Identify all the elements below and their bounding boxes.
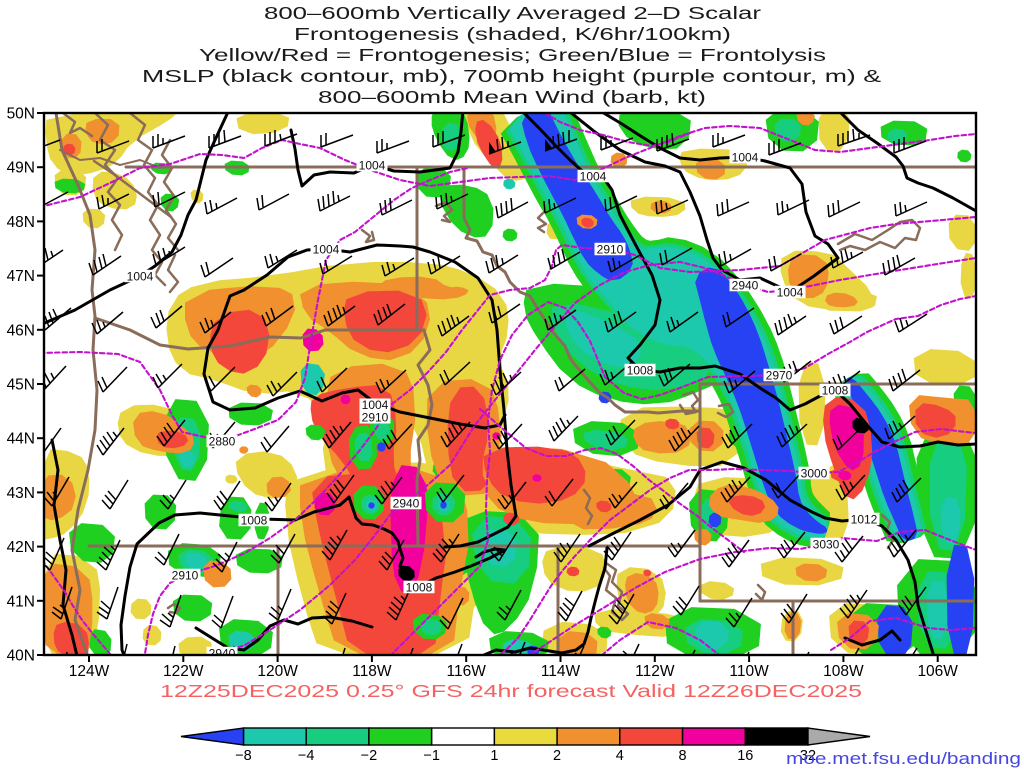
svg-text:−2: −2 bbox=[361, 748, 378, 764]
svg-text:44N: 44N bbox=[7, 431, 35, 448]
svg-text:124W: 124W bbox=[69, 663, 110, 680]
svg-text:4: 4 bbox=[616, 748, 624, 764]
svg-text:49N: 49N bbox=[7, 160, 35, 177]
svg-text:2: 2 bbox=[553, 748, 561, 764]
svg-text:2910: 2910 bbox=[597, 243, 624, 257]
svg-text:2940: 2940 bbox=[393, 497, 420, 511]
svg-text:3000: 3000 bbox=[801, 467, 828, 481]
svg-text:50N: 50N bbox=[7, 106, 35, 123]
svg-text:2970: 2970 bbox=[766, 369, 793, 383]
svg-text:1004: 1004 bbox=[313, 243, 340, 257]
svg-text:32: 32 bbox=[800, 748, 816, 764]
svg-text:12Z25DEC2025 0.25° GFS 24hr fo: 12Z25DEC2025 0.25° GFS 24hr forecast Val… bbox=[160, 681, 862, 701]
svg-text:47N: 47N bbox=[7, 268, 35, 285]
svg-text:40N: 40N bbox=[7, 648, 35, 665]
svg-text:moe.met.fsu.edu/banding: moe.met.fsu.edu/banding bbox=[786, 749, 1021, 768]
svg-text:1008: 1008 bbox=[822, 384, 849, 398]
svg-text:800–600mb Vertically Averaged: 800–600mb Vertically Averaged 2–D Scalar bbox=[264, 3, 761, 23]
svg-text:Frontogenesis (shaded, K/6hr/1: Frontogenesis (shaded, K/6hr/100km) bbox=[294, 24, 731, 44]
svg-text:42N: 42N bbox=[7, 539, 35, 556]
svg-text:2940: 2940 bbox=[209, 647, 236, 661]
svg-text:16: 16 bbox=[737, 748, 753, 764]
svg-text:−1: −1 bbox=[423, 748, 440, 764]
svg-text:1004: 1004 bbox=[580, 170, 607, 184]
svg-text:118W: 118W bbox=[352, 663, 392, 680]
svg-text:−8: −8 bbox=[235, 748, 252, 764]
svg-text:−4: −4 bbox=[298, 748, 315, 764]
svg-text:2910: 2910 bbox=[362, 411, 389, 425]
svg-text:110W: 110W bbox=[729, 663, 769, 680]
svg-text:43N: 43N bbox=[7, 485, 35, 502]
svg-text:120W: 120W bbox=[257, 663, 298, 680]
svg-text:1008: 1008 bbox=[627, 364, 654, 378]
svg-text:1012: 1012 bbox=[851, 513, 878, 527]
svg-text:2940: 2940 bbox=[732, 279, 759, 293]
svg-text:1004: 1004 bbox=[362, 398, 389, 412]
svg-text:2910: 2910 bbox=[172, 569, 199, 583]
svg-text:1004: 1004 bbox=[732, 151, 759, 165]
svg-text:114W: 114W bbox=[541, 663, 581, 680]
svg-text:46N: 46N bbox=[7, 322, 35, 339]
svg-text:116W: 116W bbox=[447, 663, 487, 680]
svg-text:48N: 48N bbox=[7, 214, 35, 231]
svg-text:MSLP (black contour, mb), 700m: MSLP (black contour, mb), 700mb height (… bbox=[142, 66, 881, 86]
svg-text:8: 8 bbox=[679, 748, 687, 764]
svg-text:2880: 2880 bbox=[209, 435, 236, 449]
svg-text:3030: 3030 bbox=[813, 538, 840, 552]
svg-text:Yellow/Red = Frontogenesis; G: Yellow/Red = Frontogenesis; Green/Blue =… bbox=[199, 45, 826, 65]
svg-text:1004: 1004 bbox=[777, 286, 804, 300]
svg-text:1004: 1004 bbox=[127, 270, 154, 284]
svg-text:112W: 112W bbox=[635, 663, 675, 680]
svg-text:106W: 106W bbox=[917, 663, 958, 680]
svg-text:1008: 1008 bbox=[241, 514, 268, 528]
svg-text:108W: 108W bbox=[823, 663, 864, 680]
svg-text:1: 1 bbox=[490, 748, 498, 764]
svg-text:41N: 41N bbox=[7, 593, 35, 610]
svg-text:122W: 122W bbox=[163, 663, 204, 680]
svg-text:45N: 45N bbox=[7, 377, 35, 394]
svg-text:1004: 1004 bbox=[359, 159, 386, 173]
svg-text:800–600mb Mean Wind (barb, kt): 800–600mb Mean Wind (barb, kt) bbox=[318, 87, 706, 107]
svg-text:1008: 1008 bbox=[406, 581, 433, 595]
